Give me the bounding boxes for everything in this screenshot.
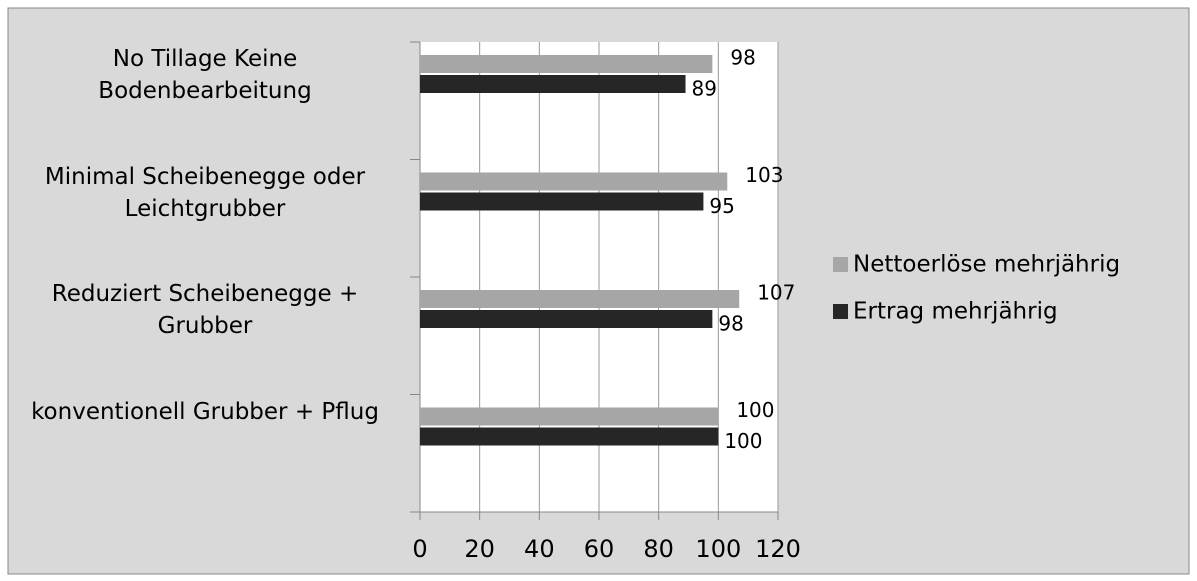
bar <box>420 407 719 426</box>
bar <box>420 192 704 211</box>
bar <box>420 310 713 328</box>
bar <box>420 75 686 93</box>
bar <box>420 290 740 308</box>
legend-swatch <box>833 257 848 272</box>
x-tick-label: 80 <box>643 535 674 563</box>
x-tick-label: 0 <box>412 535 427 563</box>
value-label: 103 <box>745 163 783 187</box>
value-label: 98 <box>730 46 755 70</box>
x-tick-label: 40 <box>524 535 555 563</box>
x-tick-label: 60 <box>584 535 615 563</box>
value-label: 107 <box>757 281 795 305</box>
y-tick-label: konventionell Grubber + Pflug <box>31 398 379 425</box>
value-label: 95 <box>709 194 734 218</box>
legend-label: Ertrag mehrjährig <box>853 299 1058 325</box>
bar <box>420 55 713 73</box>
bar <box>420 427 719 446</box>
bar <box>420 172 728 191</box>
y-tick-label: Reduziert Scheibenegge + Grubber <box>51 281 359 339</box>
legend-label: Nettoerlöse mehrjährig <box>853 252 1120 278</box>
legend-swatch <box>833 304 848 319</box>
y-tick-label: No Tillage Keine Bodenbearbeitung <box>98 46 312 104</box>
x-tick-label: 20 <box>464 535 495 563</box>
y-tick-label: Minimal Scheibenegge oder Leichtgrubber <box>44 163 366 222</box>
x-tick-label: 120 <box>755 535 801 563</box>
value-label: 89 <box>692 77 717 101</box>
value-label: 100 <box>736 398 774 422</box>
x-tick-label: 100 <box>695 535 741 563</box>
value-label: 100 <box>724 429 762 453</box>
value-label: 98 <box>718 312 743 336</box>
